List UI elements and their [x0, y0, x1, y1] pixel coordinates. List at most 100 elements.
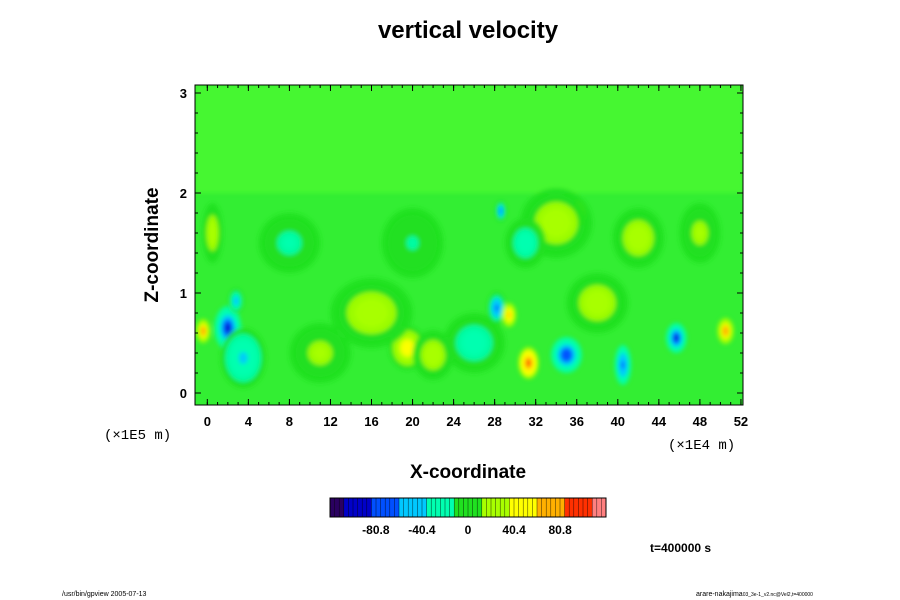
chart-title: vertical velocity [378, 17, 559, 44]
velocity-anomaly [228, 289, 244, 313]
x-tick-label: 36 [570, 414, 584, 429]
anomaly-contour [621, 361, 625, 369]
velocity-anomaly [501, 303, 517, 327]
colorbar-segment [481, 498, 487, 517]
y-tick-label: 1 [180, 286, 187, 301]
colorbar-segment [555, 498, 561, 517]
y-scale-label: (×1E5 m) [104, 428, 171, 444]
colorbar-segment [468, 498, 473, 517]
anomaly-contour [403, 343, 412, 353]
x-tick-label: 32 [528, 414, 542, 429]
colorbar-segment [403, 498, 409, 517]
footer-left: /usr/bin/gpview 2005-07-13 [62, 591, 147, 598]
colorbar-segment [435, 498, 441, 517]
colorbar-tick-label: 80.8 [548, 523, 572, 537]
colorbar-segment [560, 498, 565, 517]
colorbar-segment [504, 498, 510, 517]
x-tick-label: 24 [446, 414, 461, 429]
colorbar-segment [564, 498, 570, 517]
colorbar-segment [385, 498, 391, 517]
x-tick-label: 48 [693, 414, 707, 429]
colorbar-segment [362, 498, 368, 517]
velocity-anomaly [679, 203, 721, 263]
anomaly-contour [633, 232, 644, 244]
colorbar-segment [472, 498, 478, 517]
anomaly-contour [507, 312, 511, 318]
time-label: t=400000 s [650, 541, 711, 555]
x-tick-label: 16 [364, 414, 378, 429]
colorbar-segment [353, 498, 358, 517]
colorbar-segment [440, 498, 446, 517]
x-axis-label: X-coordinate [410, 462, 526, 483]
anomaly-contour [723, 328, 728, 334]
anomaly-contour [674, 335, 679, 341]
colorbar-tick-label: 40.4 [502, 523, 526, 537]
velocity-anomaly [717, 318, 734, 344]
colorbar-segment [422, 498, 427, 517]
colorbar-segment [412, 498, 418, 517]
colorbar-segment [500, 498, 506, 517]
colorbar-segment [596, 498, 602, 517]
velocity-anomaly [381, 208, 444, 278]
anomaly-contour [695, 227, 705, 239]
colorbar-segment [573, 498, 579, 517]
x-tick-label: 40 [611, 414, 625, 429]
upper-calm-region [195, 85, 743, 193]
colorbar-segment [348, 498, 354, 517]
colorbar-segment [334, 498, 340, 517]
colorbar-segment [408, 498, 414, 517]
anomaly-contour [406, 236, 419, 250]
heatmap-field [195, 85, 743, 405]
colorbar-segment [366, 498, 372, 517]
colorbar-segment [399, 498, 404, 517]
footer-right-main: arare-nakajima [696, 591, 743, 598]
colorbar-segment [546, 498, 552, 517]
anomaly-contour [234, 298, 238, 304]
velocity-anomaly [566, 273, 629, 333]
footer-right-small: 03_3e-1_v2.nc@Vel2,t=400000 [743, 592, 813, 598]
colorbar-segment [514, 498, 519, 517]
colorbar-ticks: -80.8 -40.4 0 40.4 80.8 [362, 523, 572, 537]
colorbar-segment [583, 498, 588, 517]
anomaly-contour [521, 238, 530, 248]
colorbar-segment [426, 498, 432, 517]
anomaly-contour [314, 347, 327, 359]
colorbar-segment [601, 498, 607, 517]
colorbar-segment [431, 498, 437, 517]
colorbar-segment [509, 498, 515, 517]
colorbar-segment [376, 498, 381, 517]
colorbar-segment [449, 498, 455, 517]
velocity-anomaly [443, 313, 505, 373]
velocity-anomaly [202, 203, 223, 263]
x-tick-label: 28 [487, 414, 501, 429]
velocity-anomaly [551, 337, 582, 373]
anomaly-contour [225, 323, 231, 333]
colorbar-segment [569, 498, 575, 517]
colorbar-segment [477, 498, 483, 517]
anomaly-contour [283, 237, 296, 249]
y-tick-label: 0 [180, 386, 187, 401]
colorbar-frame [329, 497, 607, 518]
colorbar-segment [357, 498, 363, 517]
colorbar-segment [458, 498, 464, 517]
anomaly-contour [201, 328, 205, 334]
colorbar-tick-label: -40.4 [408, 523, 436, 537]
velocity-anomaly [196, 319, 211, 343]
colorbar-segment [389, 498, 395, 517]
colorbar-segment [541, 498, 547, 517]
colorbar-segment [394, 498, 400, 517]
anomaly-contour [591, 297, 604, 309]
anomaly-contour [494, 304, 499, 312]
velocity-anomaly [614, 345, 632, 385]
colorbar-segment [518, 498, 524, 517]
colorbar-tick-label: 0 [465, 523, 472, 537]
y-tick-label: 3 [180, 86, 187, 101]
colorbar-segment [550, 498, 556, 517]
x-tick-label: 8 [286, 414, 293, 429]
colorbar-segment [343, 498, 349, 517]
x-tick-label: 20 [405, 414, 419, 429]
anomaly-contour [238, 352, 248, 364]
colorbar-segment [330, 498, 335, 517]
colorbar-segment [339, 498, 345, 517]
colorbar-segment [532, 498, 538, 517]
